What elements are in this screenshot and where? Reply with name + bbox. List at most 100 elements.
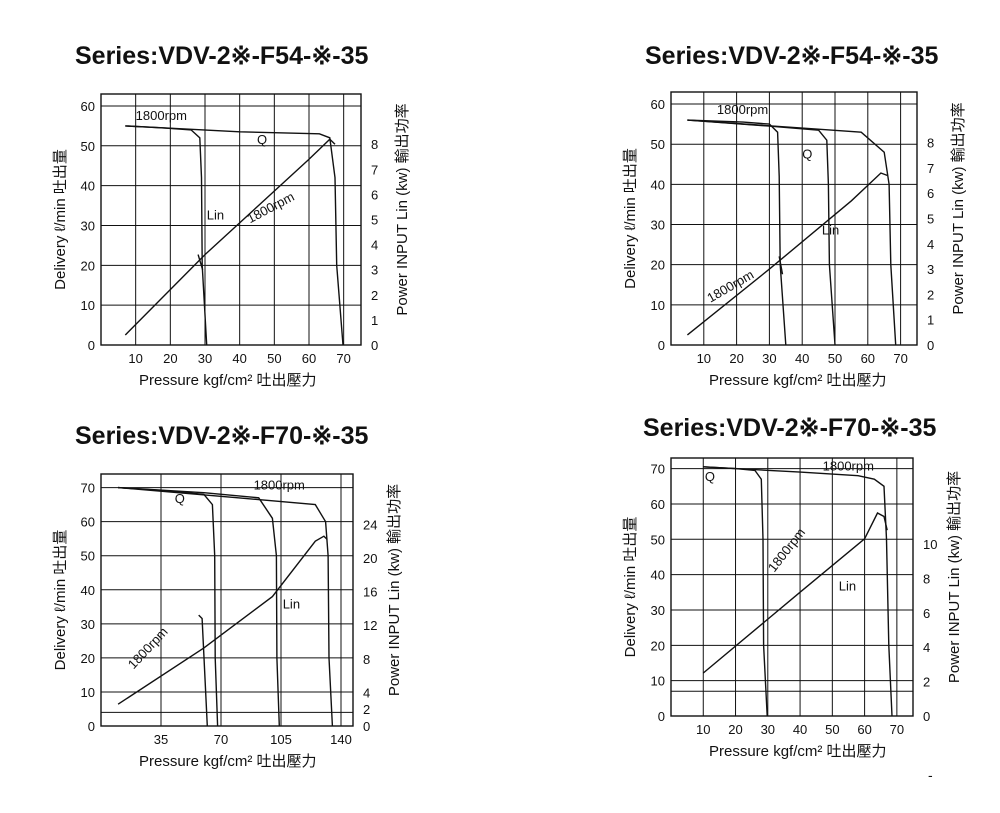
- y-tick-label: 50: [81, 549, 95, 564]
- y-tick-label: 10: [651, 674, 665, 689]
- y2-tick-label: 6: [927, 186, 934, 201]
- y-tick-label: 20: [651, 258, 665, 273]
- x-tick-label: 70: [890, 722, 904, 737]
- y-tick-label: 20: [81, 258, 95, 273]
- power-input-line: [117, 535, 328, 705]
- x-tick-label: 30: [198, 351, 212, 366]
- y2-axis-label: Power INPUT Lin (kw) 輸出功率: [946, 471, 963, 683]
- delivery-curve: [703, 466, 893, 717]
- x-tick-label: 50: [825, 722, 839, 737]
- y-tick-label: 30: [81, 218, 95, 233]
- chart-panel-f70-right: Series:VDV-2※-F70-※-35 10 20 30 40 50 60 70 0 10…: [615, 410, 1000, 805]
- x-tick-label: 40: [793, 722, 807, 737]
- curve-annotation: 1800rpm: [717, 102, 768, 117]
- x-tick-label: 40: [232, 351, 246, 366]
- y2-tick-label: 2: [927, 287, 934, 302]
- plot-frame: [670, 91, 918, 346]
- power-input-line: [702, 512, 888, 674]
- y2-tick-label: 7: [371, 162, 378, 177]
- corner-mark: -: [928, 767, 933, 783]
- y-axis-label: Delivery ℓ/min 吐出量: [52, 149, 69, 290]
- curve-annotation: Lin: [839, 579, 856, 594]
- y2-tick-label: 4: [927, 237, 934, 252]
- curve-annotation: Q: [802, 146, 812, 161]
- x-axis-label: Pressure kgf/cm² 吐出壓力: [709, 372, 887, 389]
- y2-tick-label: 24: [363, 517, 377, 532]
- y2-tick-label: 8: [927, 136, 934, 151]
- curve-annotation: Lin: [207, 208, 224, 223]
- y2-axis-label: Power INPUT Lin (kw) 輸出功率: [394, 103, 411, 315]
- y-tick-label: 0: [658, 709, 665, 724]
- y-tick-label: 10: [81, 298, 95, 313]
- chart-svg: Series:VDV-2※-F70-※-35 10 20 30 40 50 60 70010…: [622, 414, 963, 760]
- y-tick-label: 10: [651, 298, 665, 313]
- chart-title: Series:VDV-2※-F70-※-35: [643, 414, 936, 442]
- curve-annotation: 1800rpm: [765, 525, 808, 575]
- curve-annotation: Lin: [822, 223, 839, 238]
- x-tick-label: 30: [762, 351, 776, 366]
- y2-tick-label: 3: [927, 262, 934, 277]
- curve-annotation: 1800rpm: [823, 458, 874, 473]
- grid: [100, 93, 362, 346]
- power-input-line: [198, 614, 208, 727]
- chart-panel-f54-left: Series:VDV-2※-F54-※-35 10 20 30 40 50 60 70 0 10…: [45, 38, 525, 433]
- y-tick-label: 30: [651, 218, 665, 233]
- y2-tick-label: 2: [923, 675, 930, 690]
- chart-panel-f70-left: Series:VDV-2※-F70-※-35 35 70 105 140 0 10 20 30…: [45, 418, 525, 813]
- power-input-line: [778, 256, 784, 275]
- ticks: 10 20 30 40 50 60 70 0 10 20 30 40 50 60 70 0 2 4 6 8 10: [651, 462, 938, 737]
- x-tick-label: 40: [795, 351, 809, 366]
- chart-svg: Series:VDV-2※-F70-※-35 35 70 105 1400102030…: [52, 422, 403, 770]
- y2-tick-label: 6: [923, 606, 930, 621]
- delivery-curve: [687, 119, 897, 346]
- curve-annotation: Q: [705, 469, 715, 484]
- y-tick-label: 50: [651, 137, 665, 152]
- y-tick-label: 60: [651, 97, 665, 112]
- y2-tick-label: 1: [927, 313, 934, 328]
- y2-tick-label: 4: [371, 238, 378, 253]
- y2-tick-label: 0: [927, 338, 934, 353]
- delivery-curve: [118, 486, 219, 727]
- y2-tick-label: 8: [923, 571, 930, 586]
- y-tick-label: 20: [651, 638, 665, 653]
- curve-annotation: Q: [257, 132, 267, 147]
- curve-annotation: Q: [175, 491, 185, 506]
- delivery-curve: [118, 486, 280, 727]
- y-tick-label: 0: [88, 338, 95, 353]
- curve-annotation: 1800rpm: [254, 477, 305, 492]
- plot-frame: [670, 457, 914, 717]
- chart-svg: Series:VDV-2※-F54-※-35 10 20 30 40 50 60 70010…: [52, 42, 411, 389]
- x-tick-label: 20: [729, 351, 743, 366]
- ticks: 10 20 30 40 50 60 70 0 10 20 30 40 50 60 0 1 2 3 4 5 6 7 8: [81, 99, 379, 366]
- chart-title: Series:VDV-2※-F54-※-35: [645, 42, 938, 70]
- curve-annotation: 1800rpm: [125, 624, 171, 672]
- y-tick-label: 40: [651, 568, 665, 583]
- y2-tick-label: 4: [923, 640, 930, 655]
- y2-tick-label: 5: [927, 212, 934, 227]
- y2-tick-label: 0: [363, 719, 370, 734]
- chart-panel-f54-right: Series:VDV-2※-F54-※-35 10 20 30 40 50 60 70 0 10…: [615, 38, 1000, 433]
- y2-tick-label: 3: [371, 263, 378, 278]
- series: [124, 125, 344, 346]
- x-tick-label: 60: [861, 351, 875, 366]
- y-tick-label: 0: [88, 719, 95, 734]
- grid: [100, 473, 354, 727]
- plot-frame: [100, 93, 362, 346]
- y-axis-label: Delivery ℓ/min 吐出量: [52, 530, 69, 671]
- y2-tick-label: 1: [371, 313, 378, 328]
- series: [117, 486, 334, 727]
- x-tick-label: 20: [728, 722, 742, 737]
- y2-axis-label: Power INPUT Lin (kw) 輸出功率: [950, 102, 967, 314]
- delivery-curve: [125, 125, 344, 346]
- y2-tick-label: 2: [371, 288, 378, 303]
- curve-annotation: 1800rpm: [136, 108, 187, 123]
- x-tick-label: 35: [154, 732, 168, 747]
- series: [686, 119, 897, 346]
- y2-tick-label: 6: [371, 187, 378, 202]
- y-tick-label: 30: [81, 617, 95, 632]
- x-tick-label: 10: [128, 351, 142, 366]
- x-tick-label: 10: [697, 351, 711, 366]
